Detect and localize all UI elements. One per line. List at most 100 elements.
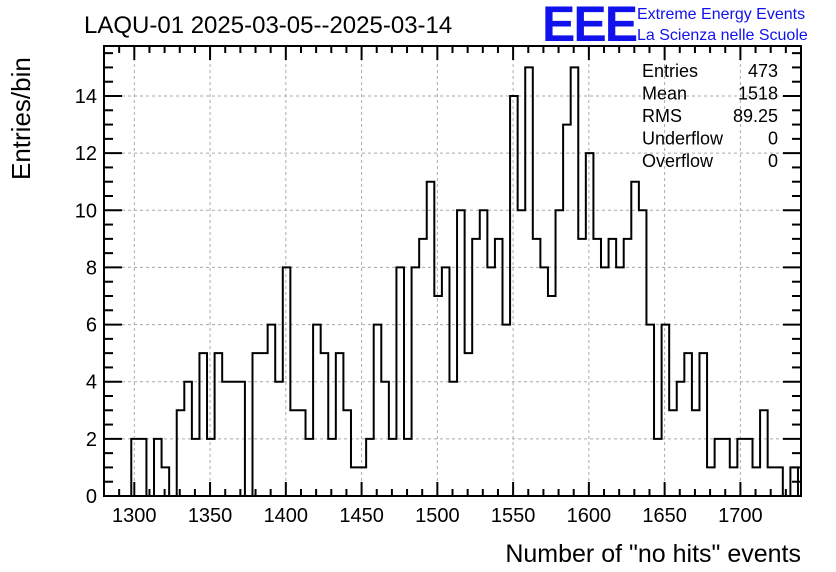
histogram-bin	[692, 410, 700, 496]
histogram-bin	[510, 96, 518, 496]
x-tick-label: 1600	[567, 505, 612, 527]
histogram-bin	[654, 439, 662, 496]
histogram-bin	[669, 410, 677, 496]
histogram-bin	[268, 325, 276, 496]
histogram-bin	[434, 296, 442, 496]
histogram-bin	[715, 439, 723, 496]
histogram-bin	[306, 439, 314, 496]
stats-box: Entries 473 Mean 1518 RMS 89.25 Underflow 0 Over…	[642, 61, 778, 171]
histogram-bin	[616, 267, 624, 496]
histogram-bin	[601, 267, 609, 496]
axis-ticks	[103, 46, 802, 497]
histogram-bin	[222, 382, 230, 496]
histogram-bin	[199, 353, 207, 496]
histogram-bin	[396, 267, 404, 496]
histogram-bin	[237, 382, 245, 496]
histogram-bin	[472, 239, 480, 496]
y-tick-label: 2	[86, 429, 97, 451]
histogram-bin	[662, 325, 670, 496]
histogram-bin	[412, 267, 420, 496]
stat-value: 473	[748, 61, 778, 81]
stat-label: RMS	[642, 106, 682, 126]
histogram-bin	[609, 239, 617, 496]
histogram-bin	[699, 353, 707, 496]
histogram-bin	[427, 182, 435, 496]
histogram-bin	[283, 267, 291, 496]
histogram-bin	[449, 382, 457, 496]
x-tick-label: 1500	[415, 505, 460, 527]
histogram-bin	[457, 210, 465, 496]
histogram-bin	[540, 267, 548, 496]
stat-label: Entries	[642, 61, 698, 81]
histogram-bin	[578, 239, 586, 496]
x-tick-label: 1450	[339, 505, 384, 527]
histogram-bin	[351, 467, 359, 496]
x-tick-label: 1650	[642, 505, 687, 527]
eee-logo: EEE Extreme Energy Events La Scienza nel…	[542, 0, 808, 52]
histogram-bin	[366, 439, 374, 496]
histogram-bin	[374, 325, 382, 496]
stat-label: Underflow	[642, 129, 724, 149]
logo-mark: EEE	[542, 0, 637, 52]
histogram-bin	[775, 467, 783, 496]
stat-label: Overflow	[642, 151, 714, 171]
histogram-bin	[343, 410, 351, 496]
x-tick-label: 1700	[718, 505, 763, 527]
chart-title: LAQU-01 2025-03-05--2025-03-14	[84, 12, 452, 39]
histogram-bin	[192, 439, 200, 496]
y-tick-label: 0	[86, 486, 97, 508]
x-tick-label: 1400	[264, 505, 309, 527]
histogram-bin	[328, 439, 336, 496]
histogram-bin	[745, 439, 753, 496]
histogram-bin	[684, 353, 692, 496]
histogram-bin	[624, 239, 632, 496]
histogram-bin	[525, 67, 533, 496]
y-tick-label: 4	[86, 372, 97, 394]
histogram-bin	[465, 353, 473, 496]
histogram-bin	[154, 439, 162, 496]
histogram-bin	[631, 182, 639, 496]
histogram-bin	[571, 67, 579, 496]
histogram-bin	[593, 239, 601, 496]
x-tick-label: 1550	[491, 505, 536, 527]
histogram-bin	[563, 125, 571, 496]
histogram-bin	[252, 353, 260, 496]
histogram-bin	[298, 410, 306, 496]
histogram-bin	[760, 410, 768, 496]
histogram-bin	[722, 439, 730, 496]
histogram-bin	[518, 210, 526, 496]
histogram-bin	[139, 439, 147, 496]
y-tick-label: 10	[75, 200, 97, 222]
y-tick-label: 14	[75, 86, 97, 108]
histogram-bin	[389, 439, 397, 496]
histogram-bin	[639, 210, 647, 496]
histogram-bin	[730, 467, 738, 496]
y-axis-label: Entries/bin	[6, 57, 36, 180]
histogram-bin	[275, 382, 283, 496]
tick-labels: 1300 1350 1400 1450 1500 1550 1600 1650 1700 0 2 4 6…	[75, 86, 763, 527]
x-tick-label: 1350	[188, 505, 233, 527]
histogram-bin	[260, 353, 268, 496]
stat-value: 0	[768, 151, 778, 171]
histogram-bin	[184, 382, 192, 496]
histogram-bin	[503, 325, 511, 496]
histogram-bin	[381, 382, 389, 496]
histogram-bin	[480, 210, 488, 496]
stat-label: Mean	[642, 84, 687, 104]
histogram-bin	[556, 210, 564, 496]
histogram-bin	[177, 410, 185, 496]
logo-line-1: Extreme Energy Events	[637, 6, 805, 23]
stat-value: 89.25	[733, 106, 778, 126]
x-axis-label: Number of "no hits" events	[505, 540, 801, 568]
y-tick-label: 8	[86, 257, 97, 279]
histogram-bin	[586, 153, 594, 496]
histogram-bin	[313, 325, 321, 496]
histogram-bin	[321, 353, 329, 496]
histogram-bin	[548, 296, 556, 496]
histogram-bin	[495, 239, 503, 496]
logo-line-2: La Scienza nelle Scuole	[637, 27, 808, 44]
histogram-bin	[230, 382, 238, 496]
histogram-bin	[646, 325, 654, 496]
y-tick-label: 12	[75, 143, 97, 165]
